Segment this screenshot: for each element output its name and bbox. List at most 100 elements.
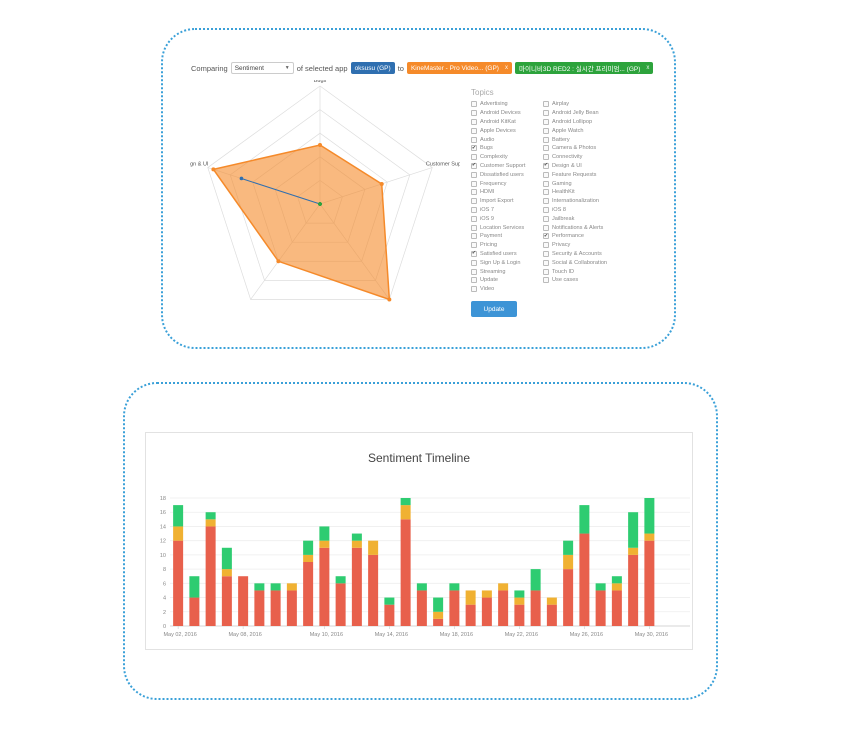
topic-item[interactable]: iOS 7 xyxy=(471,206,543,215)
topic-checkbox[interactable] xyxy=(471,268,477,275)
update-button[interactable]: Update xyxy=(471,301,517,317)
topic-item[interactable]: ✔ Bugs xyxy=(471,144,543,153)
selected-app-badge[interactable]: oksusu (GP) xyxy=(350,62,395,74)
remove-icon[interactable]: x xyxy=(504,65,508,71)
topic-checkbox[interactable]: ✔ xyxy=(471,144,477,152)
topic-item[interactable]: Apple Watch xyxy=(543,126,643,135)
topic-checkbox[interactable] xyxy=(471,233,477,240)
topic-item[interactable]: ✔ Satisfied users xyxy=(471,250,543,259)
topic-item[interactable]: Airplay xyxy=(543,100,643,109)
topic-checkbox[interactable]: ✔ xyxy=(543,162,549,169)
topic-checkbox[interactable] xyxy=(543,136,549,143)
compare-app-badge[interactable]: 마이니비3D RED2 : 실시간 프리미엄... (GP) x xyxy=(514,62,654,74)
topic-item[interactable]: Video xyxy=(471,285,543,294)
topic-item[interactable]: Complexity xyxy=(471,153,543,162)
topic-checkbox[interactable] xyxy=(543,198,549,205)
topic-item[interactable]: Privacy xyxy=(543,241,643,250)
topic-checkbox[interactable] xyxy=(543,180,549,187)
bar-segment xyxy=(481,597,492,626)
topic-item[interactable]: Sign Up & Login xyxy=(471,258,543,267)
topic-checkbox[interactable] xyxy=(471,215,477,222)
topic-item[interactable]: Payment xyxy=(471,232,543,241)
topic-item[interactable]: ✔ Customer Support xyxy=(471,162,543,171)
topic-checkbox[interactable] xyxy=(543,127,549,134)
topic-item[interactable]: ✔ Design & UI xyxy=(543,162,643,171)
topic-label: Apple Devices xyxy=(480,127,516,134)
topic-item[interactable]: Pricing xyxy=(471,241,543,250)
topic-checkbox[interactable] xyxy=(543,145,549,152)
topic-item[interactable]: Gaming xyxy=(543,179,643,188)
topic-checkbox[interactable]: ✔ xyxy=(471,162,477,169)
topic-checkbox[interactable] xyxy=(471,180,477,187)
topic-checkbox[interactable] xyxy=(471,127,477,134)
topic-item[interactable]: Touch ID xyxy=(543,267,643,276)
topic-checkbox[interactable] xyxy=(471,198,477,205)
topic-item[interactable]: Camera & Photos xyxy=(543,144,643,153)
topic-checkbox[interactable] xyxy=(543,215,549,222)
compare-app-badge[interactable]: KineMaster - Pro Video... (GP) x xyxy=(406,62,512,74)
topic-item[interactable]: Jailbreak xyxy=(543,214,643,223)
topic-checkbox[interactable] xyxy=(543,154,549,161)
topic-checkbox[interactable] xyxy=(543,242,549,249)
topic-item[interactable]: Android Jelly Bean xyxy=(543,109,643,118)
topic-item[interactable]: Streaming xyxy=(471,267,543,276)
topic-item[interactable]: Location Services xyxy=(471,223,543,232)
topic-checkbox[interactable] xyxy=(471,206,477,213)
topic-item[interactable]: Use cases xyxy=(543,276,643,285)
topic-item[interactable]: Dissatisfied users xyxy=(471,170,543,179)
topic-checkbox[interactable] xyxy=(543,277,549,284)
topic-checkbox[interactable] xyxy=(471,286,477,293)
topic-label: Audio xyxy=(480,136,495,143)
bar-segment xyxy=(563,540,574,555)
topic-item[interactable]: HDMI xyxy=(471,188,543,197)
topic-item[interactable]: Import Export xyxy=(471,197,543,206)
topic-item[interactable]: Android Lollipop xyxy=(543,118,643,127)
topic-item[interactable]: Internationalization xyxy=(543,197,643,206)
topic-checkbox[interactable] xyxy=(543,224,549,231)
bar-segment xyxy=(286,590,297,626)
topic-item[interactable]: Social & Collaboration xyxy=(543,258,643,267)
topic-checkbox[interactable] xyxy=(543,118,549,125)
topic-checkbox[interactable] xyxy=(471,171,477,178)
topic-checkbox[interactable] xyxy=(543,171,549,178)
topic-checkbox[interactable]: ✔ xyxy=(543,232,549,240)
topic-checkbox[interactable] xyxy=(471,224,477,231)
topic-item[interactable]: HealthKit xyxy=(543,188,643,197)
topic-item[interactable]: Update xyxy=(471,276,543,285)
topic-checkbox[interactable] xyxy=(471,110,477,117)
topic-item[interactable]: Advertising xyxy=(471,100,543,109)
topic-item[interactable]: Android KitKat xyxy=(471,118,543,127)
topic-item[interactable]: iOS 8 xyxy=(543,206,643,215)
topic-item[interactable]: Notifications & Alerts xyxy=(543,223,643,232)
remove-icon[interactable]: x xyxy=(646,65,650,71)
topic-checkbox[interactable] xyxy=(471,242,477,249)
topic-checkbox[interactable] xyxy=(543,250,549,257)
topic-checkbox[interactable] xyxy=(543,101,549,108)
topic-checkbox[interactable] xyxy=(471,118,477,125)
topic-item[interactable]: Android Devices xyxy=(471,109,543,118)
topic-item[interactable]: Apple Devices xyxy=(471,126,543,135)
topic-item[interactable]: Feature Requests xyxy=(543,170,643,179)
topic-checkbox[interactable] xyxy=(543,110,549,117)
topic-checkbox[interactable] xyxy=(471,277,477,284)
bar-segment xyxy=(514,590,525,598)
topic-checkbox[interactable] xyxy=(543,268,549,275)
topic-item[interactable]: Connectivity xyxy=(543,153,643,162)
topic-checkbox[interactable] xyxy=(471,259,477,266)
topic-checkbox[interactable] xyxy=(471,189,477,196)
topic-item[interactable]: Audio xyxy=(471,135,543,144)
topic-checkbox[interactable] xyxy=(543,259,549,266)
topic-item[interactable]: Frequency xyxy=(471,179,543,188)
topic-checkbox[interactable] xyxy=(471,154,477,161)
topic-item[interactable]: Battery xyxy=(543,135,643,144)
topic-checkbox[interactable]: ✔ xyxy=(471,250,477,257)
metric-select[interactable]: Sentiment ▼ xyxy=(230,62,294,74)
topic-checkbox[interactable] xyxy=(471,136,477,143)
topic-checkbox[interactable] xyxy=(471,101,477,108)
topic-item[interactable]: Security & Accounts xyxy=(543,250,643,259)
topic-checkbox[interactable] xyxy=(543,189,549,196)
topic-checkbox[interactable] xyxy=(543,206,549,213)
topic-item[interactable]: iOS 9 xyxy=(471,214,543,223)
bar-segment xyxy=(563,554,574,570)
topic-item[interactable]: ✔ Performance xyxy=(543,232,643,241)
